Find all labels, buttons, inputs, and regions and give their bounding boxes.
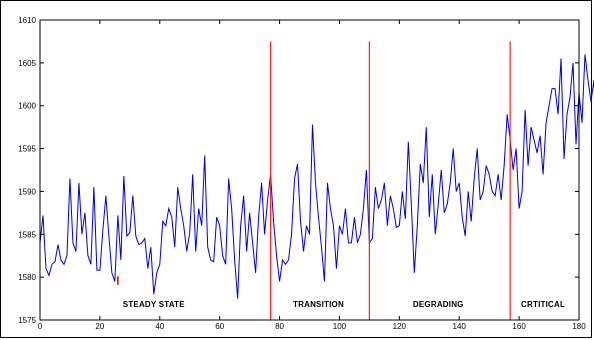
x-tick-label: 160 bbox=[512, 322, 526, 331]
x-tick-label: 80 bbox=[275, 322, 284, 331]
x-tick-label: 120 bbox=[393, 322, 407, 331]
phase-label: DEGRADING bbox=[413, 300, 464, 309]
x-tick-label: 0 bbox=[38, 322, 43, 331]
x-tick-label: 180 bbox=[572, 322, 586, 331]
y-tick-label: 1610 bbox=[18, 16, 36, 25]
tick-layer: 0 20 40 60 80 100 120 140 160 180 1575 1580 1585 1590… bbox=[18, 16, 586, 331]
phase-label: CRTITICAL bbox=[521, 300, 565, 309]
x-tick-label: 100 bbox=[333, 322, 347, 331]
y-tick-label: 1605 bbox=[18, 59, 36, 68]
phase-label-layer: STEADY STATE TRANSITION DEGRADING CRTITICAL bbox=[123, 300, 565, 309]
plot-area-border bbox=[39, 19, 580, 321]
y-tick-label: 1585 bbox=[18, 230, 36, 239]
phase-label: STEADY STATE bbox=[123, 300, 185, 309]
y-tick-label: 1590 bbox=[18, 187, 36, 196]
phase-label: TRANSITION bbox=[293, 300, 344, 309]
y-tick-label: 1580 bbox=[18, 273, 36, 282]
y-tick-label: 1595 bbox=[18, 145, 36, 154]
series-layer bbox=[39, 54, 594, 299]
x-tick-label: 40 bbox=[155, 322, 164, 331]
x-tick-label: 140 bbox=[453, 322, 467, 331]
y-tick-label: 1600 bbox=[18, 102, 36, 111]
divider-layer bbox=[269, 41, 511, 320]
x-tick-label: 20 bbox=[95, 322, 104, 331]
series-line bbox=[39, 54, 594, 299]
x-tick-label: 60 bbox=[215, 322, 224, 331]
y-tick-label: 1575 bbox=[18, 316, 36, 325]
